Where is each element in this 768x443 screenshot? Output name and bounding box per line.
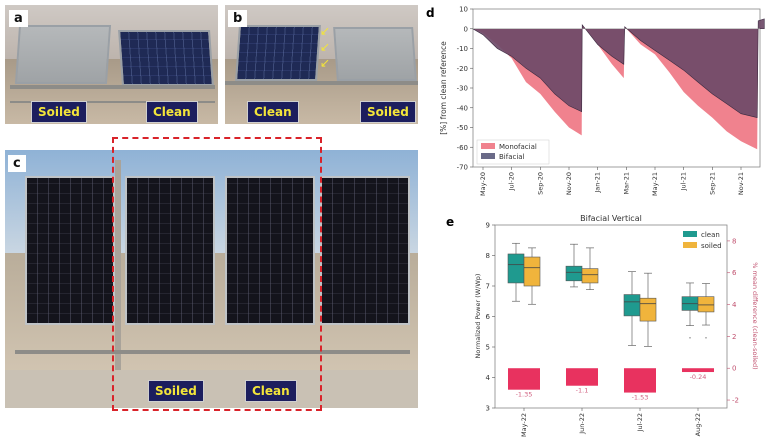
clean-label: Clean	[245, 380, 297, 402]
support-rail	[10, 85, 215, 89]
y-tick-label: -30	[457, 85, 468, 93]
y-right-tick-label: 6	[732, 269, 737, 277]
y-axis-label: [%] from clean reference	[439, 41, 448, 135]
y-axis-label: Normalized Power (W/Wp)	[474, 274, 482, 359]
x-tick-label: May-20	[479, 172, 487, 196]
x-tick-label: Nov-21	[737, 172, 745, 195]
support-rail	[15, 350, 410, 354]
support-rail	[225, 81, 418, 85]
y-tick-label: 4	[486, 374, 491, 382]
x-tick-label: May-22	[520, 413, 528, 437]
mean-difference-label: -1.35	[516, 391, 533, 399]
y-tick-label: 10	[459, 6, 468, 14]
y-tick-label: 0	[464, 25, 468, 33]
y-tick-label: 9	[486, 222, 490, 230]
box-clean	[565, 265, 583, 282]
y-tick-label: 8	[486, 252, 490, 260]
mean-difference-label: -0.24	[690, 373, 707, 381]
box-clean	[623, 294, 641, 317]
vertical-solar-panel	[25, 176, 115, 325]
box-soiled	[697, 296, 715, 313]
y-tick-label: -50	[457, 124, 468, 132]
mean-difference-bar	[624, 368, 656, 393]
x-tick-label: Jul-21	[680, 172, 688, 191]
legend-label: soiled	[701, 242, 722, 250]
panel-letter: d	[426, 6, 435, 20]
y-tick-label: 3	[486, 405, 490, 413]
outlier-point	[705, 337, 707, 339]
mean-difference-label: -1.53	[632, 394, 649, 402]
soiled-label: Soiled	[148, 380, 204, 402]
y-right-tick-label: 0	[732, 365, 736, 373]
legend-swatch	[481, 143, 495, 149]
x-tick-label: Jul-20	[508, 172, 516, 191]
y-tick-label: 5	[486, 344, 490, 352]
x-tick-label: Sep-21	[708, 172, 716, 195]
mean-difference-bar	[682, 368, 714, 373]
y-tick-label: -60	[457, 144, 468, 152]
x-tick-label: Aug-22	[694, 413, 702, 436]
outlier-point	[689, 337, 691, 339]
concrete-base	[5, 370, 418, 408]
x-tick-label: Sep-20	[536, 172, 544, 195]
legend: Monofacial Bifacial	[476, 139, 550, 165]
box-soiled	[639, 297, 657, 322]
dashed-highlight-box	[112, 137, 322, 411]
y-right-tick-label: 4	[732, 301, 737, 309]
panel-letter: c	[8, 155, 26, 172]
x-tick-label: Mar-21	[622, 172, 630, 194]
photo-panel-c: c Soiled Clean	[5, 150, 418, 408]
legend-swatch	[683, 231, 697, 237]
x-tick-label: May-21	[651, 172, 659, 196]
legend-swatch	[683, 242, 697, 248]
panel-letter: e	[446, 215, 454, 229]
photo-panel-b: ↙ ↙ ↙ b Clean Soiled	[225, 5, 418, 124]
photo-panel-a: a Soiled Clean	[5, 5, 218, 124]
mean-difference-bar	[508, 368, 540, 390]
x-tick-label: Jun-22	[578, 413, 586, 435]
x-tick-label: Jan-21	[594, 172, 602, 194]
box-soiled	[581, 268, 599, 284]
legend-swatch	[481, 153, 495, 159]
support-post	[115, 160, 121, 380]
area-bifacial	[472, 18, 765, 118]
clean-label: Clean	[146, 101, 198, 123]
mean-difference-bar	[566, 368, 598, 386]
soiled-label: Soiled	[31, 101, 87, 123]
x-tick-label: Jul-22	[636, 413, 644, 432]
y-tick-label: -40	[457, 104, 468, 112]
panel-letter: a	[9, 10, 28, 27]
y-axis-label-right: % mean difference (clean-soiled)	[751, 262, 759, 369]
mean-difference-label: -1.1	[576, 387, 589, 395]
y-tick-label: -70	[457, 164, 468, 172]
y-tick-label: -20	[457, 65, 468, 73]
y-right-tick-label: 8	[732, 237, 736, 245]
legend: clean soiled	[683, 231, 722, 250]
vertical-solar-panel	[225, 176, 315, 325]
y-tick-label: -10	[457, 45, 468, 53]
legend-label: Bifacial	[499, 153, 525, 161]
clean-label: Clean	[247, 101, 299, 123]
support-rail	[10, 101, 215, 103]
x-tick-label: Nov-20	[565, 172, 573, 195]
vertical-solar-panel	[125, 176, 215, 325]
chart-e-boxplot: e Bifacial Vertical Normalized Power (W/…	[446, 214, 759, 437]
legend-label: clean	[701, 231, 720, 239]
box-soiled	[523, 256, 541, 287]
legend-label: Monofacial	[499, 143, 537, 151]
chart-title: Bifacial Vertical	[580, 214, 642, 223]
chart-d-soiling-loss: d [%] from clean reference 10 0 -10 -20 -30 -…	[426, 6, 765, 196]
y-right-tick-label: 2	[732, 333, 736, 341]
y-tick-label: 7	[486, 283, 490, 291]
panel-letter: b	[228, 10, 248, 27]
y-tick-label: 6	[486, 313, 491, 321]
arrow-icon: ↙ ↙ ↙	[320, 24, 331, 70]
y-right-tick-label: -2	[732, 397, 739, 405]
soiled-label: Soiled	[360, 101, 416, 123]
box-clean	[507, 253, 525, 284]
